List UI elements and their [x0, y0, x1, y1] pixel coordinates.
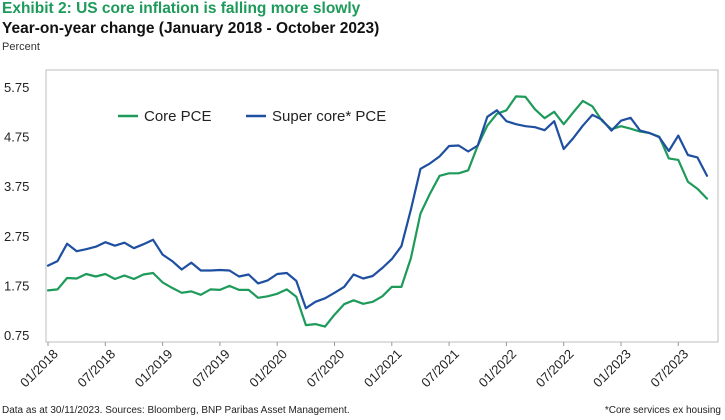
x-axis-ticks: 01/2018 07/2018 01/2019 07/2019 01/2020 07/20… [17, 342, 691, 390]
y-tick-label: 5.75 [4, 80, 29, 95]
chart-subtitle: Year-on-year change (January 2018 - Octo… [2, 20, 380, 37]
x-tick-label: 07/2021 [418, 346, 462, 390]
x-tick-label: 07/2020 [304, 346, 348, 390]
y-tick-label: 0.75 [4, 328, 29, 343]
legend-label: Super core* PCE [272, 108, 386, 125]
x-tick-label: 07/2018 [74, 346, 118, 390]
x-tick-label: 01/2021 [361, 346, 405, 390]
series-line-super-core-pce [46, 109, 709, 310]
y-tick-label: 3.75 [4, 179, 29, 194]
chart-title: Exhibit 2: US core inflation is falling … [2, 0, 361, 17]
legend-label: Core PCE [144, 108, 212, 125]
legend: Core PCE Super core* PCE [118, 108, 386, 125]
x-tick-label: 07/2019 [189, 346, 233, 390]
x-tick-label: 07/2022 [533, 346, 577, 390]
plot-frame [45, 69, 719, 343]
y-tick-label: 2.75 [4, 229, 29, 244]
x-tick-label: 01/2022 [475, 346, 519, 390]
y-tick-label: 4.75 [4, 130, 29, 145]
y-unit-label: Percent [2, 41, 40, 53]
x-tick-label: 01/2023 [590, 346, 634, 390]
series-lines [46, 95, 709, 328]
x-tick-label: 01/2018 [17, 346, 61, 390]
y-tick-label: 1.75 [4, 278, 29, 293]
x-tick-label: 01/2020 [246, 346, 290, 390]
footnote: *Core services ex housing [604, 405, 721, 416]
y-axis-ticks: 5.75 4.75 3.75 2.75 1.75 0.75 [4, 80, 29, 343]
source-note: Data as at 30/11/2023. Sources: Bloomber… [2, 405, 350, 416]
x-tick-label: 07/2023 [647, 346, 691, 390]
series-line-core-pce [46, 95, 709, 328]
x-tick-label: 01/2019 [132, 346, 176, 390]
